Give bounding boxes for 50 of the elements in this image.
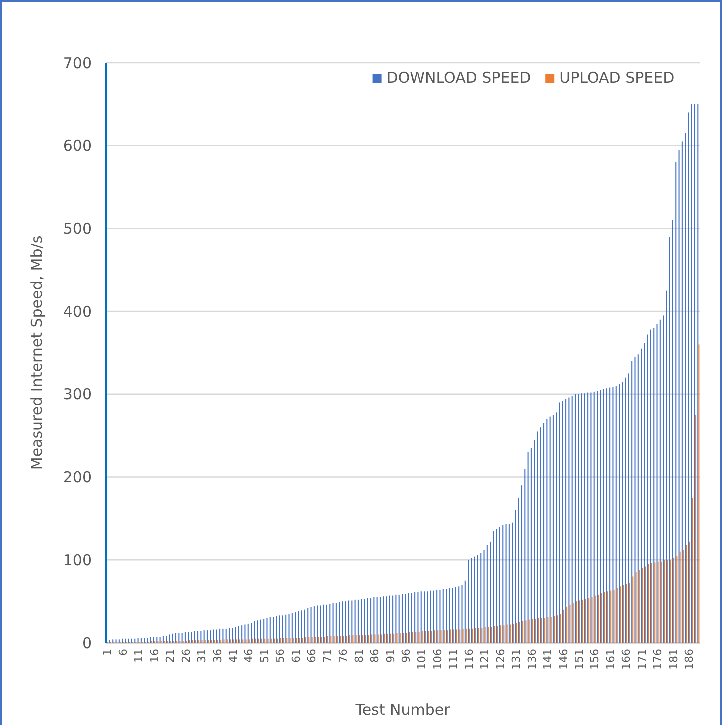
x-tick-label: 86 [368,649,382,663]
y-tick-label: 300 [63,386,92,404]
x-tick-label: 1 [101,649,114,656]
x-tick-label: 186 [683,649,696,670]
y-tick-label: 400 [63,302,92,321]
y-axis-title: Measured Internet Speed, Mb/s [28,236,46,470]
x-tick-label: 81 [352,649,366,663]
x-tick-label: 66 [306,649,319,663]
x-tick-label: 181 [667,649,680,670]
x-tick-label: 61 [290,649,303,663]
x-tick-label: 46 [242,649,256,663]
x-tick-label: 131 [510,649,524,670]
x-tick-label: 176 [652,649,665,670]
x-tick-label: 161 [604,649,618,670]
x-tick-label: 121 [478,649,492,670]
legend-label: UPLOAD SPEED [560,69,675,87]
x-tick-label: 41 [227,649,240,663]
legend-label: DOWNLOAD SPEED [386,69,532,87]
x-tick-label: 36 [211,649,224,663]
y-tick-label: 500 [63,220,92,238]
x-tick-label: 21 [164,649,178,663]
x-tick-label: 71 [321,649,334,663]
x-tick-label: 11 [132,649,146,663]
x-tick-label: 141 [542,649,555,670]
x-tick-label: 116 [462,649,476,670]
x-tick-label: 106 [431,649,444,670]
x-tick-label: 151 [572,649,586,670]
x-axis-title: Test Number [354,701,452,719]
x-tick-label: 126 [494,649,508,670]
x-tick-label: 6 [116,649,130,656]
x-tick-label: 101 [416,649,429,670]
y-tick-label: 200 [63,468,92,487]
x-tick-label: 96 [400,649,413,663]
x-tick-label: 171 [636,649,649,670]
y-tick-label: 0 [82,634,92,652]
y-tick-label: 600 [63,137,92,156]
x-tick-label: 31 [196,649,209,663]
x-tick-label: 91 [384,649,398,663]
x-tick-label: 166 [620,649,634,670]
y-tick-label: 700 [63,54,92,72]
x-tick-label: 156 [588,649,602,670]
x-tick-label: 56 [274,649,288,663]
x-tick-label: 111 [447,649,460,670]
x-tick-label: 146 [557,649,570,670]
y-tick-label: 100 [63,551,92,570]
x-tick-label: 51 [258,649,272,663]
x-tick-label: 76 [337,649,350,663]
x-tick-label: 16 [148,649,162,663]
x-tick-label: 26 [180,649,193,663]
x-tick-label: 136 [526,649,539,670]
